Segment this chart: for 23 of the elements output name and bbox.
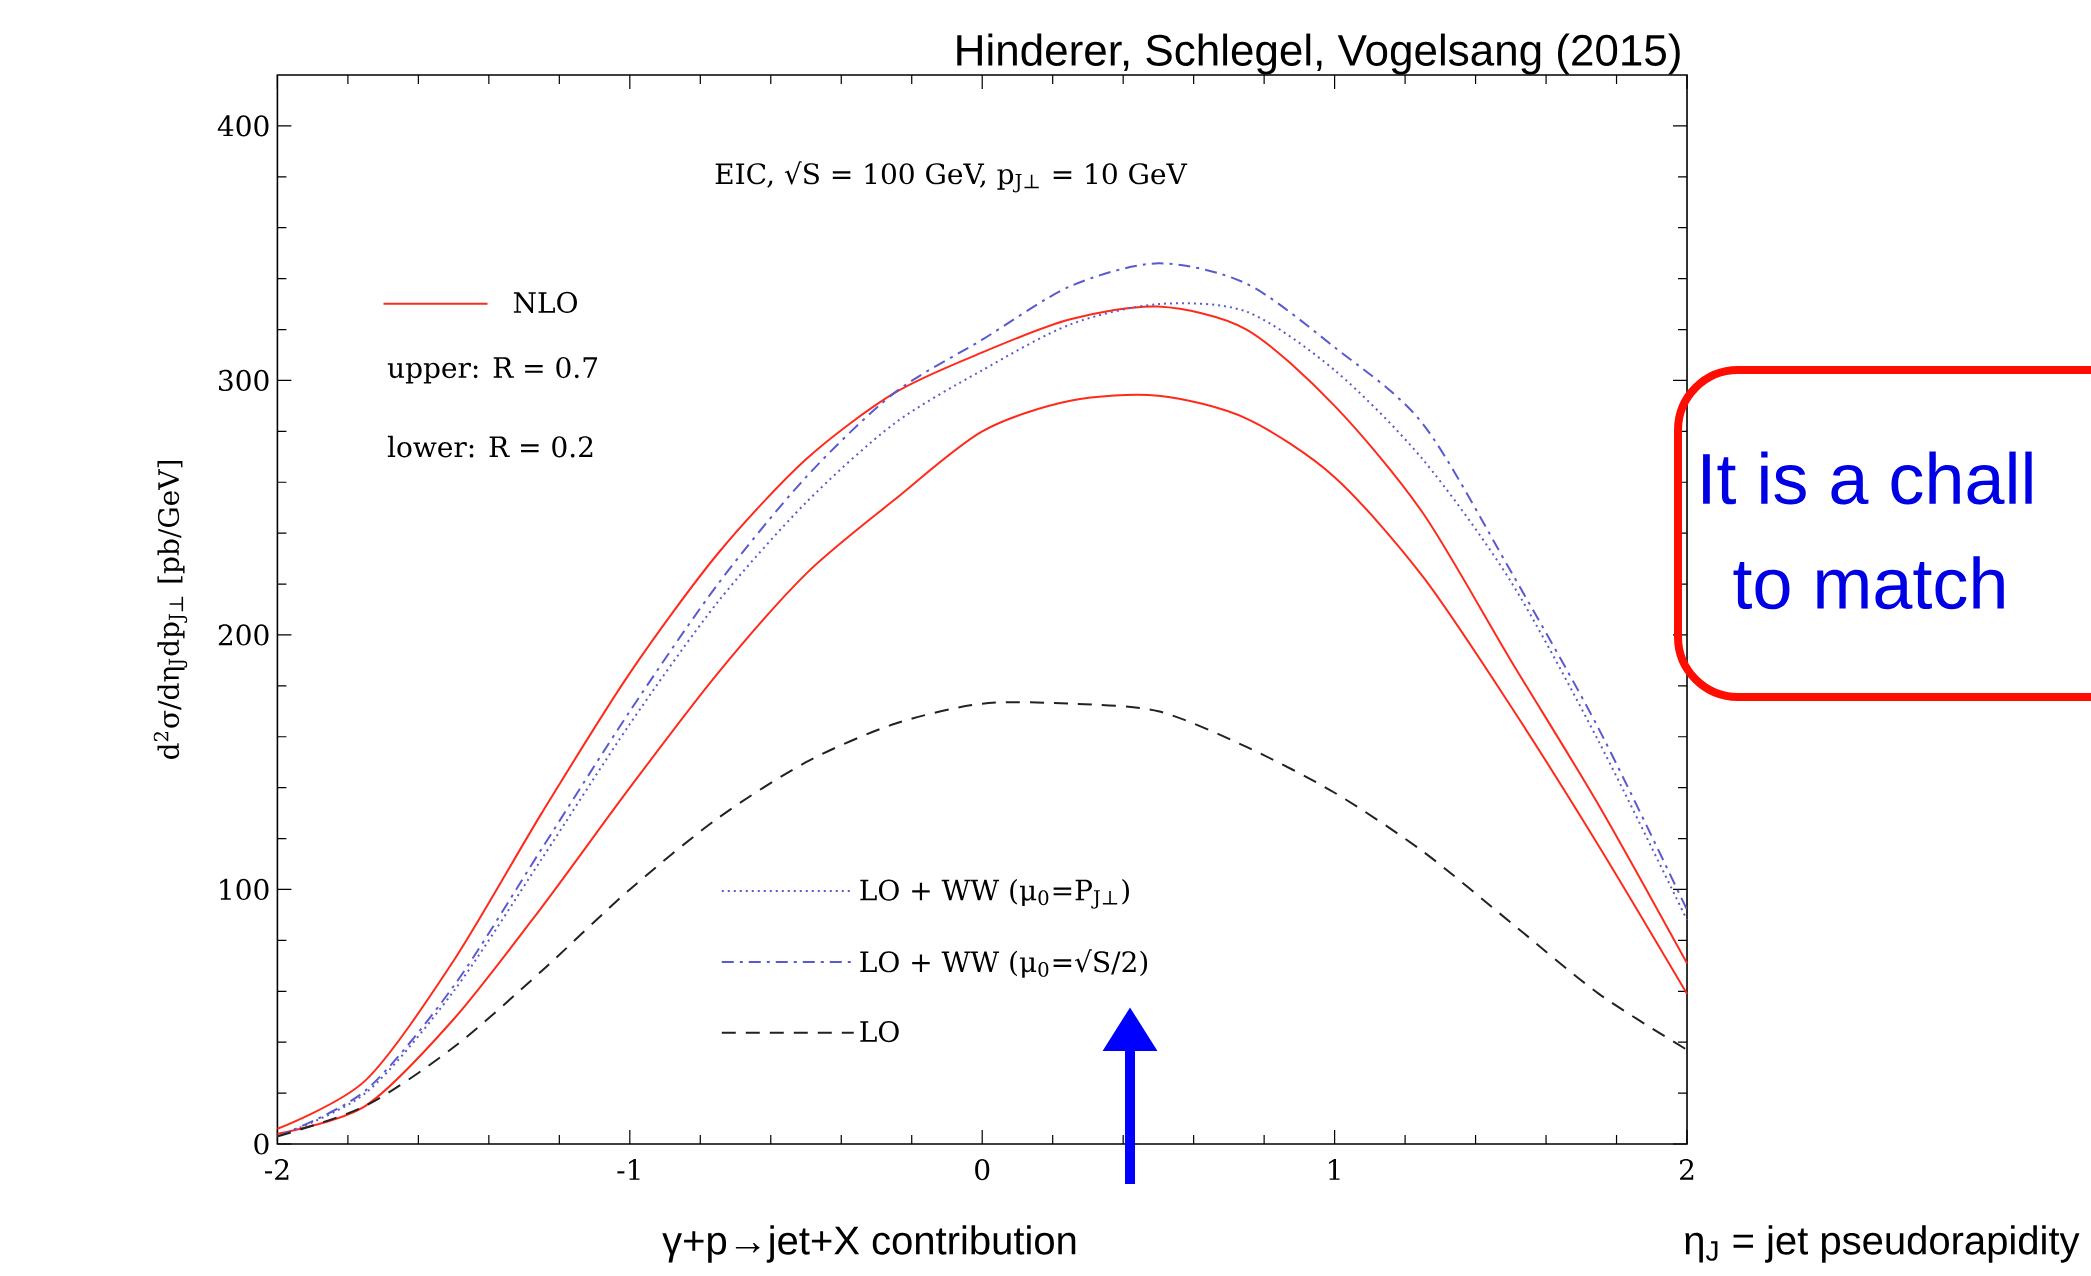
y-tick-label: 300 <box>219 369 269 392</box>
y-tick-label: 100 <box>220 878 269 901</box>
chart-title: Hinderer, Schlegel, Vogelsang (2015) <box>957 33 1680 75</box>
y-tick-label: 0 <box>254 1133 269 1155</box>
y-tick-label: 200 <box>218 624 269 646</box>
y-tick-label: 400 <box>217 115 269 137</box>
annotation: lower: R = 0.2 <box>387 435 593 458</box>
legend-label: NLO <box>513 291 577 314</box>
x-tick-label: -1 <box>617 1159 640 1180</box>
y-axis-title: d$^{2}$σ/dη$_{J}$dp$_{J⊥}$ [pb/GeV] <box>153 460 188 760</box>
legend-label: LO <box>860 1020 899 1043</box>
x-tick-label: -2 <box>265 1159 289 1180</box>
annotation: upper: R = 0.7 <box>387 356 598 384</box>
x-tick-label: 1 <box>1329 1159 1340 1180</box>
text: γ+p→jet+X contribution <box>662 1225 1076 1263</box>
legend-label: LO + WW (μ$_{0}$=P$_{J⊥}$) <box>860 878 1129 909</box>
text: It is a chall <box>1703 451 2032 505</box>
text: to match <box>1733 556 2004 610</box>
legend-label: LO + WW (μ$_{0}$=√S/2) <box>860 949 1148 978</box>
x-tick-label: 0 <box>975 1159 990 1181</box>
x-axis-title: η$_{J}$ = jet pseudorapidity <box>1685 1225 2080 1263</box>
x-tick-label: 2 <box>1680 1159 1694 1180</box>
text: EIC, √S = 100 GeV, p$_{J⊥}$ = 10 GeV <box>715 161 1188 193</box>
